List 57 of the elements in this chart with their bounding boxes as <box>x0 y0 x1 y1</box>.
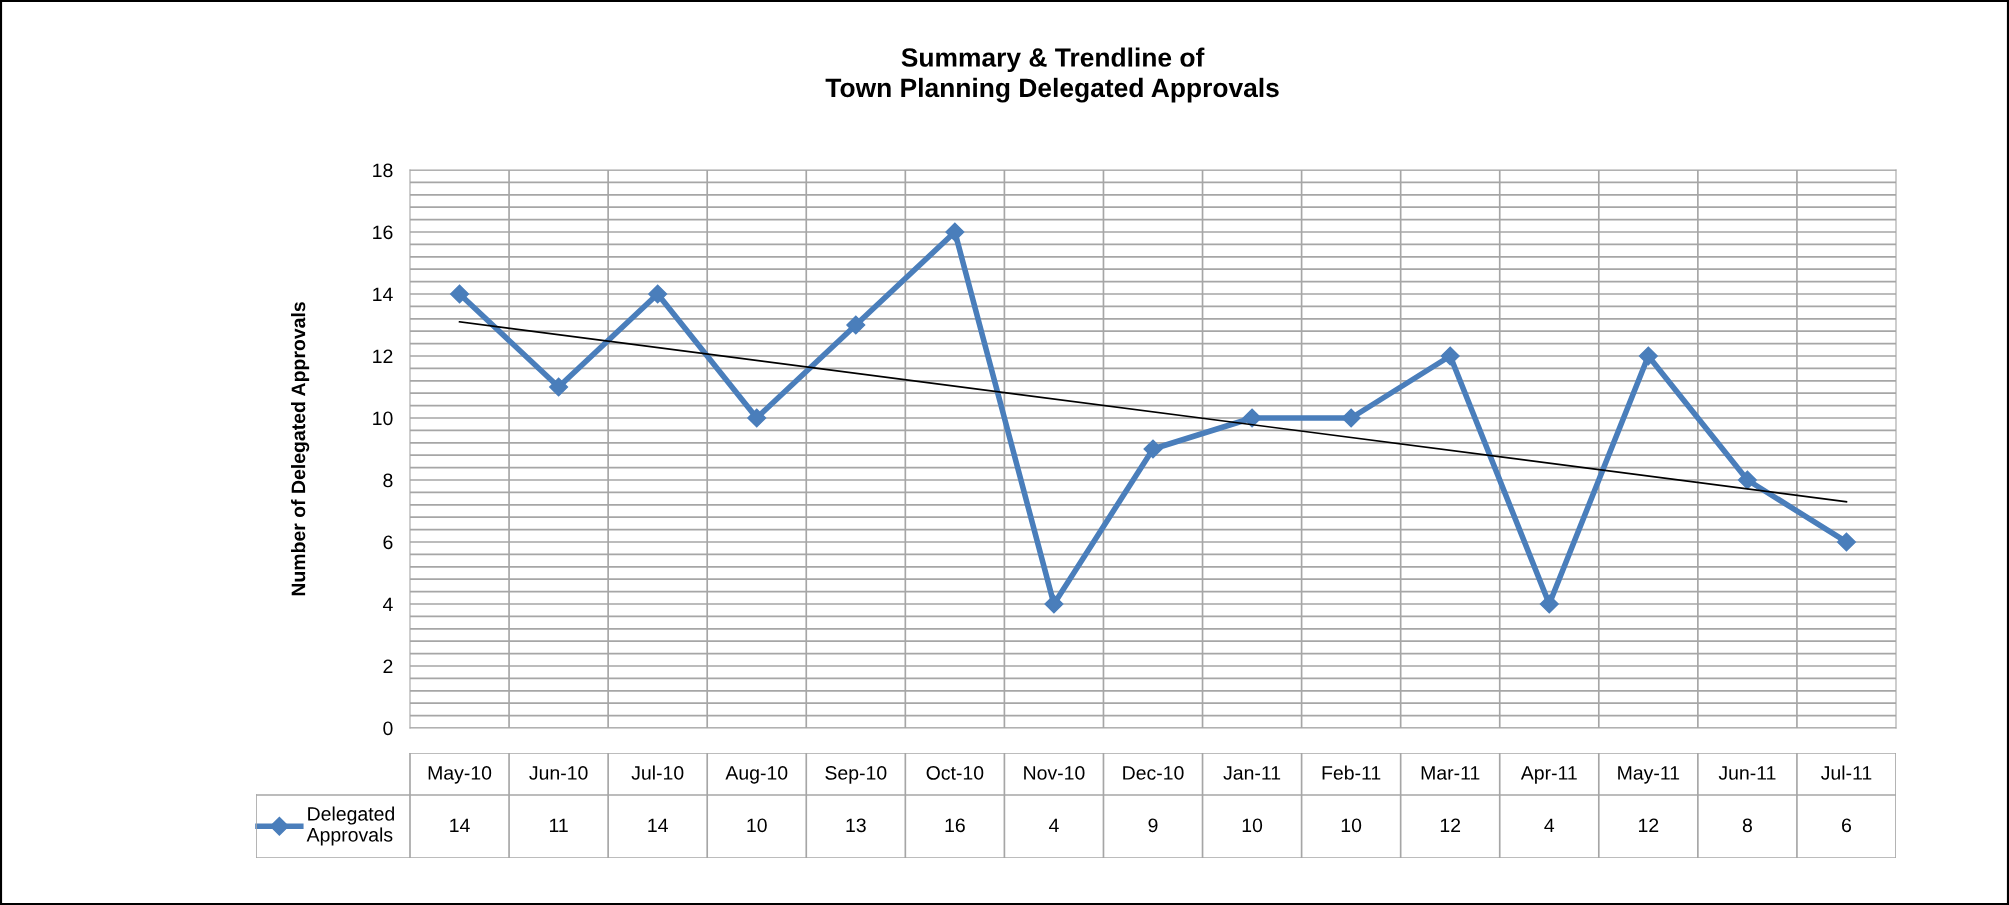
y-tick-label: 4 <box>382 597 393 612</box>
data-label: 14 <box>450 818 470 833</box>
legend-label: Delegated Approvals <box>306 806 395 846</box>
x-tick-label: Jun-11 <box>1718 766 1776 780</box>
point <box>648 284 668 304</box>
point <box>945 222 965 242</box>
x-tick-label: Mar-11 <box>1421 766 1480 780</box>
x-tick-label: Oct-10 <box>926 766 984 780</box>
point <box>1143 439 1163 459</box>
x-tick-label: Feb-11 <box>1322 765 1381 780</box>
x-tick-label: Apr-11 <box>1520 766 1577 784</box>
x-tick-label: May-11 <box>1618 766 1680 784</box>
y-tick-label: 18 <box>373 163 393 178</box>
point <box>846 315 866 335</box>
data-label: 10 <box>1341 818 1362 833</box>
y-tick-label: 12 <box>373 349 393 364</box>
chart-title: Summary & Trendline of Town Planning Delegated Approvals <box>825 47 1279 103</box>
data-label: 10 <box>747 818 767 833</box>
point <box>1341 408 1361 428</box>
y-tick-label: 8 <box>383 473 393 488</box>
data-label: 8 <box>1742 818 1752 833</box>
point <box>1836 532 1857 552</box>
point <box>1737 470 1757 490</box>
x-tick-label: Sep-10 <box>825 766 887 784</box>
point <box>449 284 470 304</box>
x-tick-label: Jul-10 <box>631 765 684 780</box>
data-label: 10 <box>1242 818 1263 833</box>
y-tick-label: 14 <box>373 287 393 302</box>
x-tick-label: Aug-10 <box>725 766 788 784</box>
x-tick-label: Jul-11 <box>1821 765 1872 780</box>
data-label: 13 <box>846 818 866 833</box>
x-tick-label: Jan-11 <box>1223 766 1281 780</box>
y-axis-title: Number of Delegated Approvals <box>291 302 310 596</box>
y-tick-label: 0 <box>383 721 393 736</box>
data-label: 6 <box>1842 818 1852 833</box>
x-tick-label: May-10 <box>428 766 492 784</box>
x-tick-label: Jun-10 <box>529 766 588 780</box>
data-label: 4 <box>1048 818 1059 833</box>
data-label: 14 <box>648 818 668 833</box>
y-tick-label: 10 <box>373 411 393 426</box>
y-tick-label: 16 <box>373 225 393 240</box>
point <box>1638 346 1658 366</box>
y-tick-label: 6 <box>383 535 393 550</box>
data-label: 12 <box>1440 818 1461 833</box>
data-label: 11 <box>549 818 568 833</box>
data-label: 12 <box>1639 818 1659 833</box>
x-tick-label: Nov-10 <box>1024 766 1085 780</box>
point <box>1440 346 1460 366</box>
x-tick-label: Dec-10 <box>1123 766 1184 780</box>
data-label: 4 <box>1544 818 1555 833</box>
y-tick-label: 2 <box>383 659 393 674</box>
point <box>747 408 767 428</box>
point <box>1539 594 1559 614</box>
point <box>549 377 569 397</box>
point <box>1044 594 1064 614</box>
data-label: 9 <box>1148 818 1158 833</box>
data-label: 16 <box>945 818 965 833</box>
